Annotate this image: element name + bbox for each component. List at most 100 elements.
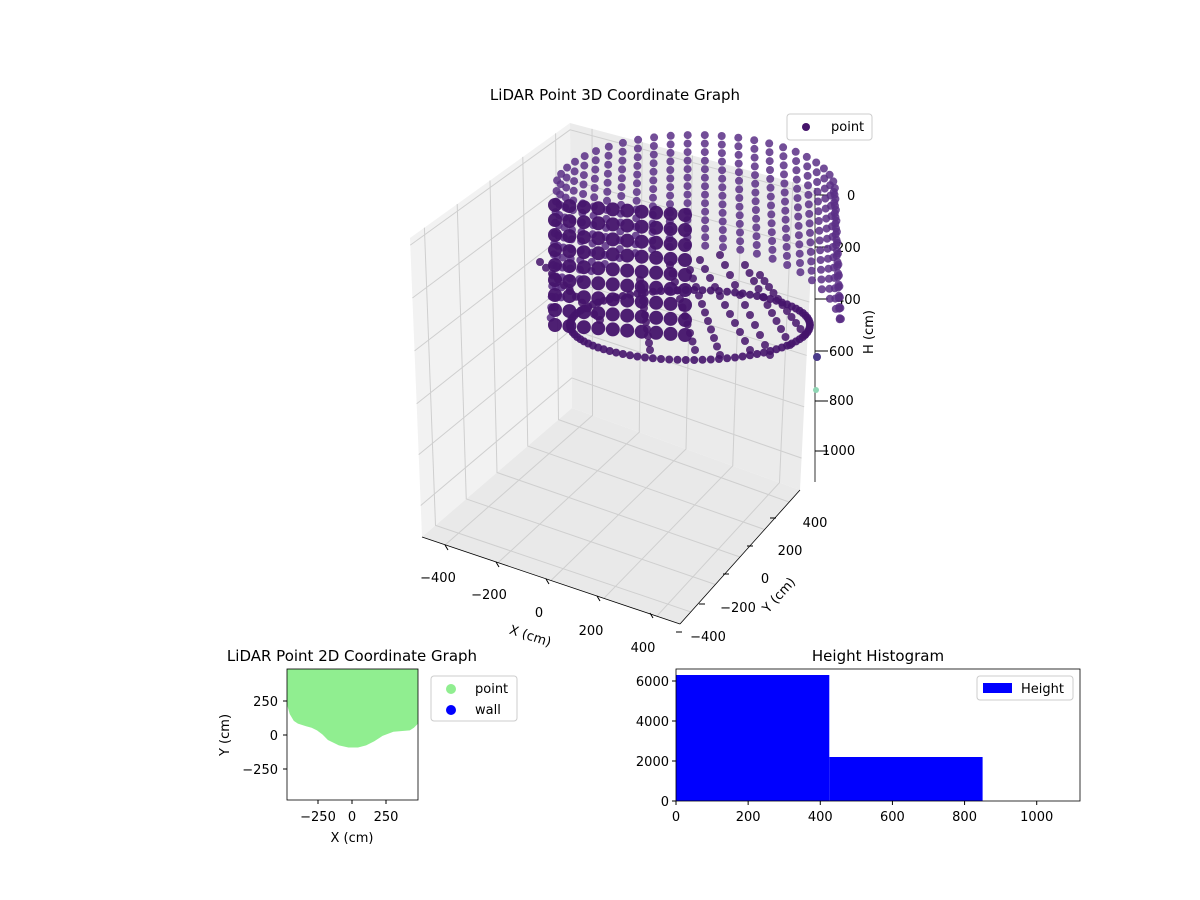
point-3d-outlier <box>813 387 819 393</box>
point-3d <box>601 242 610 250</box>
z-tick-label: 200 <box>836 241 861 256</box>
point-3d <box>590 310 598 319</box>
point-3d <box>678 253 692 267</box>
x-tick-label: −200 <box>471 588 507 603</box>
point-3d <box>649 193 657 202</box>
point-3d <box>643 325 651 333</box>
point-3d <box>591 261 606 276</box>
legend-label-wall: wall <box>475 703 501 718</box>
point-3d <box>605 217 620 232</box>
y-tick-label: 200 <box>778 544 803 559</box>
point-3d <box>683 190 692 199</box>
point-3d <box>681 356 690 364</box>
point-3d <box>644 332 652 340</box>
point-3d <box>603 178 612 187</box>
point-3d <box>766 174 775 183</box>
point-3d <box>768 245 777 254</box>
point-3d <box>813 178 822 186</box>
point-3d <box>719 243 727 252</box>
point-3d <box>618 147 627 156</box>
chart-histogram: Height Histogram 0 200 400 600 800 1000 0 2000 4… <box>636 647 1081 825</box>
point-3d <box>633 144 642 153</box>
z-tick-label: 600 <box>829 345 854 360</box>
point-3d <box>591 276 606 291</box>
point-3d <box>618 138 627 147</box>
y-tick-label: −400 <box>690 630 726 645</box>
point-3d <box>604 151 613 160</box>
point-3d <box>718 166 727 175</box>
point-3d <box>746 346 754 354</box>
point-3d <box>618 350 627 358</box>
point-3d <box>605 307 620 322</box>
point-3d <box>633 352 642 361</box>
histogram-frame <box>675 668 1081 802</box>
point-3d <box>700 148 709 157</box>
point-3d <box>578 298 586 307</box>
point-3d <box>718 191 727 200</box>
point-3d <box>590 174 599 183</box>
point-3d <box>649 205 664 220</box>
point-3d <box>756 271 764 279</box>
point-3d <box>834 280 843 289</box>
point-3d <box>692 283 700 291</box>
histogram-x-tick-label: 0 <box>672 810 680 825</box>
point-3d <box>639 297 647 305</box>
point-3d <box>814 207 823 216</box>
point-3d <box>780 179 789 188</box>
point-3d <box>681 312 689 320</box>
point-3d <box>649 250 664 265</box>
point-3d <box>637 283 645 291</box>
point-3d <box>803 171 812 180</box>
point-3d <box>665 355 674 364</box>
point-3d <box>576 275 591 290</box>
point-3d <box>735 194 744 202</box>
point-3d <box>691 346 699 354</box>
point-3d <box>792 157 801 166</box>
point-3d <box>576 260 591 275</box>
point-3d <box>649 235 664 250</box>
grid-line-x <box>550 155 693 581</box>
point-3d <box>571 157 579 166</box>
chart-3d-panes <box>410 123 815 624</box>
legend-label-point: point <box>475 682 508 697</box>
point-3d <box>563 163 572 172</box>
point-3d <box>803 162 812 171</box>
point-3d <box>562 173 571 182</box>
point-3d <box>649 150 658 159</box>
point-3d <box>721 261 729 269</box>
point-3d <box>717 132 726 140</box>
point-3d <box>683 165 692 174</box>
point-3d <box>717 149 726 158</box>
point-3d <box>632 188 641 197</box>
point-3d <box>765 148 774 157</box>
point-3d <box>562 319 577 334</box>
point-3d <box>774 295 782 303</box>
point-3d <box>723 287 732 296</box>
point-3d <box>678 223 692 237</box>
point-3d <box>633 170 642 179</box>
histogram-bars <box>676 675 983 801</box>
point-3d <box>548 318 562 332</box>
z-tick-label: 800 <box>829 394 854 409</box>
point-3d <box>636 276 644 284</box>
point-3d <box>641 353 649 362</box>
point-3d <box>591 231 606 246</box>
point-3d <box>817 275 826 284</box>
point-3d <box>804 190 813 199</box>
point-3d <box>761 341 769 349</box>
point-3d <box>701 308 709 317</box>
point-3d <box>683 156 692 165</box>
point-3d <box>781 215 790 224</box>
point-3d <box>701 216 710 225</box>
point-3d <box>738 352 747 361</box>
point-3d <box>765 139 774 148</box>
point-3d <box>683 148 692 157</box>
point-3d <box>566 287 574 295</box>
point-3d <box>617 192 626 200</box>
point-3d <box>751 206 760 214</box>
x-tick-label: −250 <box>300 810 336 825</box>
point-3d <box>686 266 694 274</box>
point-3d <box>592 147 600 156</box>
y-axis-line <box>679 489 801 625</box>
point-3d <box>795 240 804 249</box>
